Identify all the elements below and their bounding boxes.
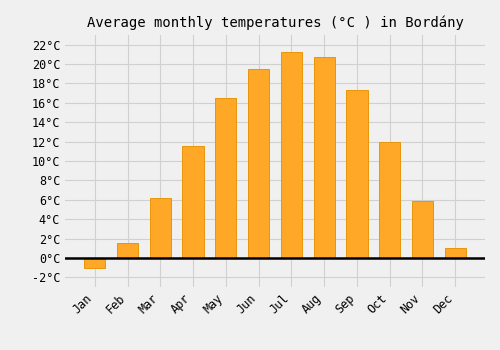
Bar: [117, 243, 138, 258]
Bar: [314, 57, 335, 258]
Bar: [412, 201, 433, 258]
Bar: [346, 90, 368, 258]
Bar: [182, 146, 204, 258]
Bar: [215, 98, 236, 258]
Title: Average monthly temperatures (°C ) in Bordány: Average monthly temperatures (°C ) in Bo…: [86, 15, 464, 30]
Bar: [150, 198, 171, 258]
Bar: [280, 52, 302, 258]
Bar: [444, 248, 466, 258]
Bar: [379, 142, 400, 258]
Bar: [84, 258, 106, 268]
Bar: [248, 69, 270, 258]
